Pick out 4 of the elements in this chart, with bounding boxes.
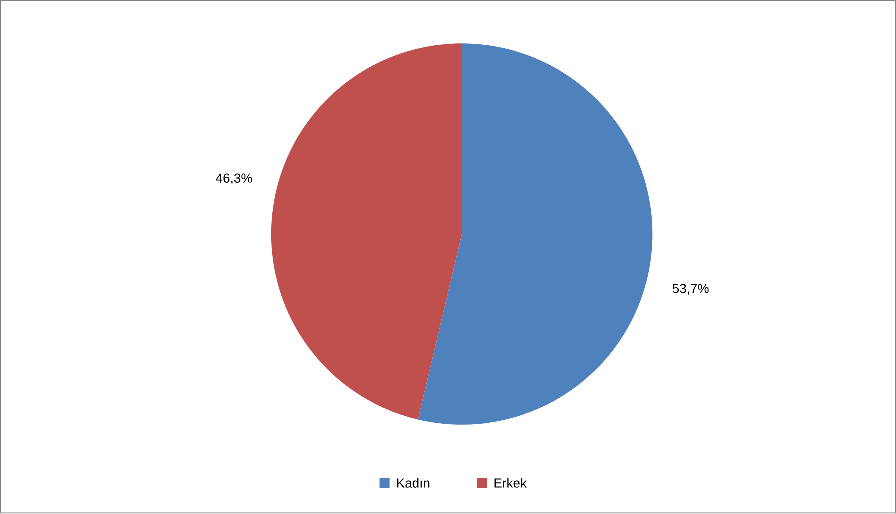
legend-label: Erkek: [494, 478, 528, 488]
data-label: 53,7%: [672, 284, 709, 295]
data-label: 46,3%: [216, 174, 252, 185]
legend-label: Kadın: [397, 478, 430, 488]
